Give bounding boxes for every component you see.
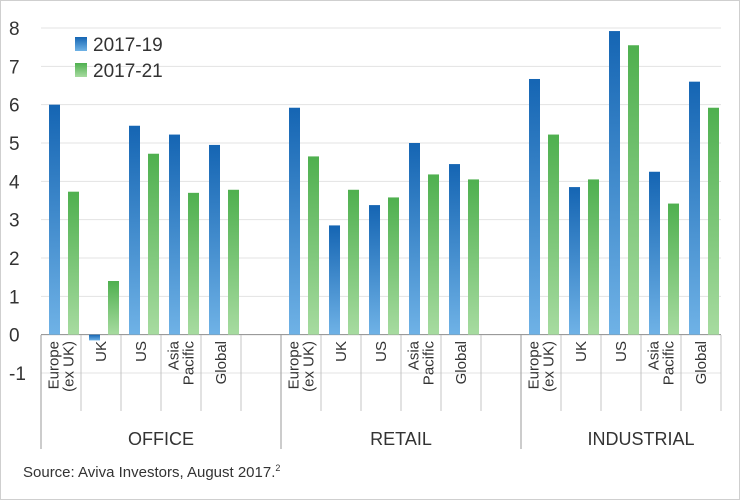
source-footnote-mark: 2	[275, 463, 281, 473]
bar-series2	[708, 107, 719, 335]
category-labels: Europe(ex UK) UK US AsiaPacific Global OFFICE…	[46, 340, 711, 449]
bar-series2	[588, 179, 599, 335]
y-tick-label: 7	[9, 57, 20, 78]
legend-swatch	[75, 63, 87, 77]
legend: 2017-19 2017-21	[75, 35, 163, 82]
bars	[49, 31, 719, 341]
bar-series2	[348, 189, 359, 335]
category-label: US	[613, 341, 630, 362]
bar-series1	[289, 107, 300, 335]
bar-series1	[49, 104, 60, 335]
bar-series2	[628, 45, 639, 335]
category-label: UK	[573, 341, 590, 362]
group-label: RETAIL	[370, 429, 432, 449]
bar-series2	[388, 197, 399, 335]
y-tick-label: 8	[9, 19, 20, 40]
bar-series1	[129, 125, 140, 335]
y-tick-label: 3	[9, 211, 20, 232]
source-note: Source: Aviva Investors, August 2017.2	[23, 463, 280, 481]
category-label: AsiaPacific	[406, 340, 438, 385]
y-tick-label: 1	[9, 287, 20, 308]
bar-series2	[188, 192, 199, 335]
bar-series1	[609, 31, 620, 335]
source-text: Source: Aviva Investors, August 2017.	[23, 464, 276, 481]
bar-series1	[329, 225, 340, 335]
bar-series2	[148, 153, 159, 335]
category-label: Global	[213, 341, 230, 384]
y-tick-label: 6	[9, 96, 20, 117]
bar-series2	[68, 191, 79, 335]
bar-series1	[409, 143, 420, 335]
category-label: Global	[453, 341, 470, 384]
legend-label: 2017-19	[93, 35, 163, 56]
bar-series2	[308, 156, 319, 335]
category-label: US	[373, 341, 390, 362]
bar-series1	[529, 78, 540, 335]
bar-series1	[169, 134, 180, 335]
category-label: UK	[333, 341, 350, 362]
category-label: Europe(ex UK)	[46, 341, 78, 392]
y-tick-label: 5	[9, 134, 20, 155]
category-label: AsiaPacific	[646, 340, 678, 385]
group-label: OFFICE	[128, 429, 194, 449]
bar-series1	[209, 144, 220, 335]
bar-series1	[649, 171, 660, 335]
category-label: UK	[93, 341, 110, 362]
bar-series2	[428, 174, 439, 335]
y-tick-label: -1	[9, 364, 26, 385]
bar-series2	[548, 134, 559, 335]
category-label: AsiaPacific	[166, 340, 198, 385]
y-tick-label: 2	[9, 249, 20, 270]
bar-series2	[228, 189, 239, 335]
bar-series2	[468, 179, 479, 335]
bar-series1	[89, 334, 100, 341]
bar-series1	[569, 187, 580, 335]
bar-series1	[689, 81, 700, 335]
category-label: Europe(ex UK)	[526, 341, 558, 392]
bar-chart: -1 0 1 2 3 4 5 6 7 8 Europe(ex UK) UK US AsiaPacific…	[9, 19, 722, 449]
bar-series1	[449, 164, 460, 335]
category-label: Europe(ex UK)	[286, 341, 318, 392]
bar-series1	[369, 205, 380, 335]
group-label: INDUSTRIAL	[587, 429, 694, 449]
y-tick-label: 0	[9, 326, 20, 347]
category-label: US	[133, 341, 150, 362]
bar-series2	[108, 281, 119, 335]
bar-series2	[668, 203, 679, 335]
legend-swatch	[75, 37, 87, 51]
category-label: Global	[693, 341, 710, 384]
legend-label: 2017-21	[93, 61, 163, 82]
y-tick-label: 4	[9, 172, 20, 193]
